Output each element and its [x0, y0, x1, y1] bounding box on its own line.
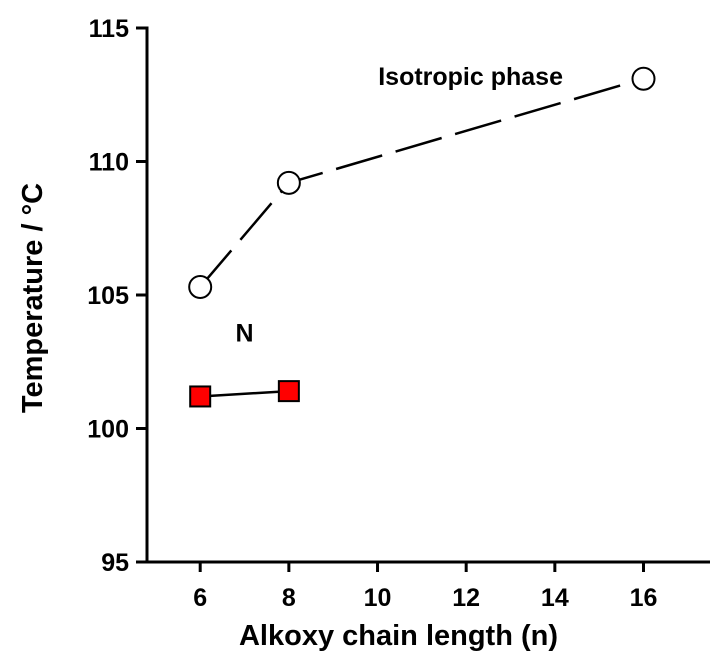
x-tick-label-8: 8	[282, 584, 296, 612]
series-layer	[189, 68, 654, 407]
x-tick-label-12: 12	[452, 584, 480, 612]
x-tick-label-14: 14	[541, 584, 569, 612]
series-2	[190, 381, 299, 406]
axes-layer	[146, 27, 711, 563]
series-1-point-6	[189, 276, 211, 298]
x-tick-label-10: 10	[364, 584, 392, 612]
annotation-2: N	[235, 319, 253, 347]
y-tick-label-115: 115	[89, 15, 129, 43]
annotation-layer: Isotropic phase N	[235, 63, 563, 347]
series-1-line	[200, 79, 643, 287]
series-1-point-8	[278, 172, 300, 194]
y-tick-label-100: 100	[87, 416, 129, 444]
series-2-line	[200, 391, 289, 396]
y-tick-label-95: 95	[101, 549, 129, 577]
series-2-point-6	[190, 386, 210, 406]
series-1-point-16	[633, 68, 655, 90]
y-tick-label-105: 105	[87, 282, 129, 310]
ticks-layer: 95 100 105 110 115 6 8 10 12 14 16	[87, 15, 657, 612]
series-1	[189, 68, 654, 298]
x-axis-title: Alkoxy chain length (n)	[239, 620, 558, 652]
x-tick-label-6: 6	[193, 584, 207, 612]
y-tick-label-110: 110	[89, 149, 129, 177]
x-tick-label-16: 16	[630, 584, 658, 612]
y-axis-title: Temperature / °C	[17, 183, 49, 413]
annotation-1: Isotropic phase	[378, 63, 563, 91]
series-2-point-8	[279, 381, 299, 401]
